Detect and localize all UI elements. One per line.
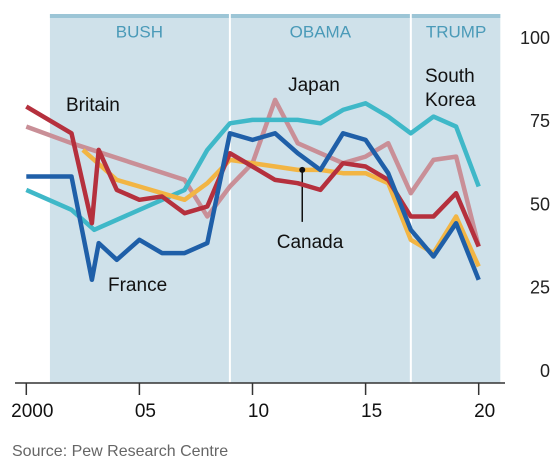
x-tick-label: 15 [361,401,382,422]
series-label: France [108,275,167,296]
era-label: BUSH [116,22,163,41]
source: Source: Pew Research Centre [12,443,228,460]
line [25,104,481,248]
x-tick-label: 05 [135,401,156,422]
era-label: OBAMA [290,22,352,41]
era-strip [411,14,501,18]
line [25,101,481,233]
y-tick-label: 25 [530,278,550,298]
era-band [230,14,410,383]
y-tick-label: 100 [520,28,550,48]
line [26,131,481,283]
x-tick-label: 20 [474,401,495,422]
era-strip [230,14,410,18]
line [25,97,481,248]
x-tick-label: 10 [248,401,269,422]
y-tick-label: 75 [530,111,550,131]
x-tick-label: 2000 [11,401,53,422]
series-label: Britain [66,95,120,116]
era-label: TRUMP [426,22,486,41]
series-label: South Korea [425,66,476,111]
era-strip [49,14,229,18]
series-label: Canada [277,232,344,253]
y-tick-label: 50 [530,194,550,214]
y-tick-label: 0 [540,361,550,381]
line [81,148,481,268]
point [299,166,306,173]
series-label: Japan [288,75,340,96]
